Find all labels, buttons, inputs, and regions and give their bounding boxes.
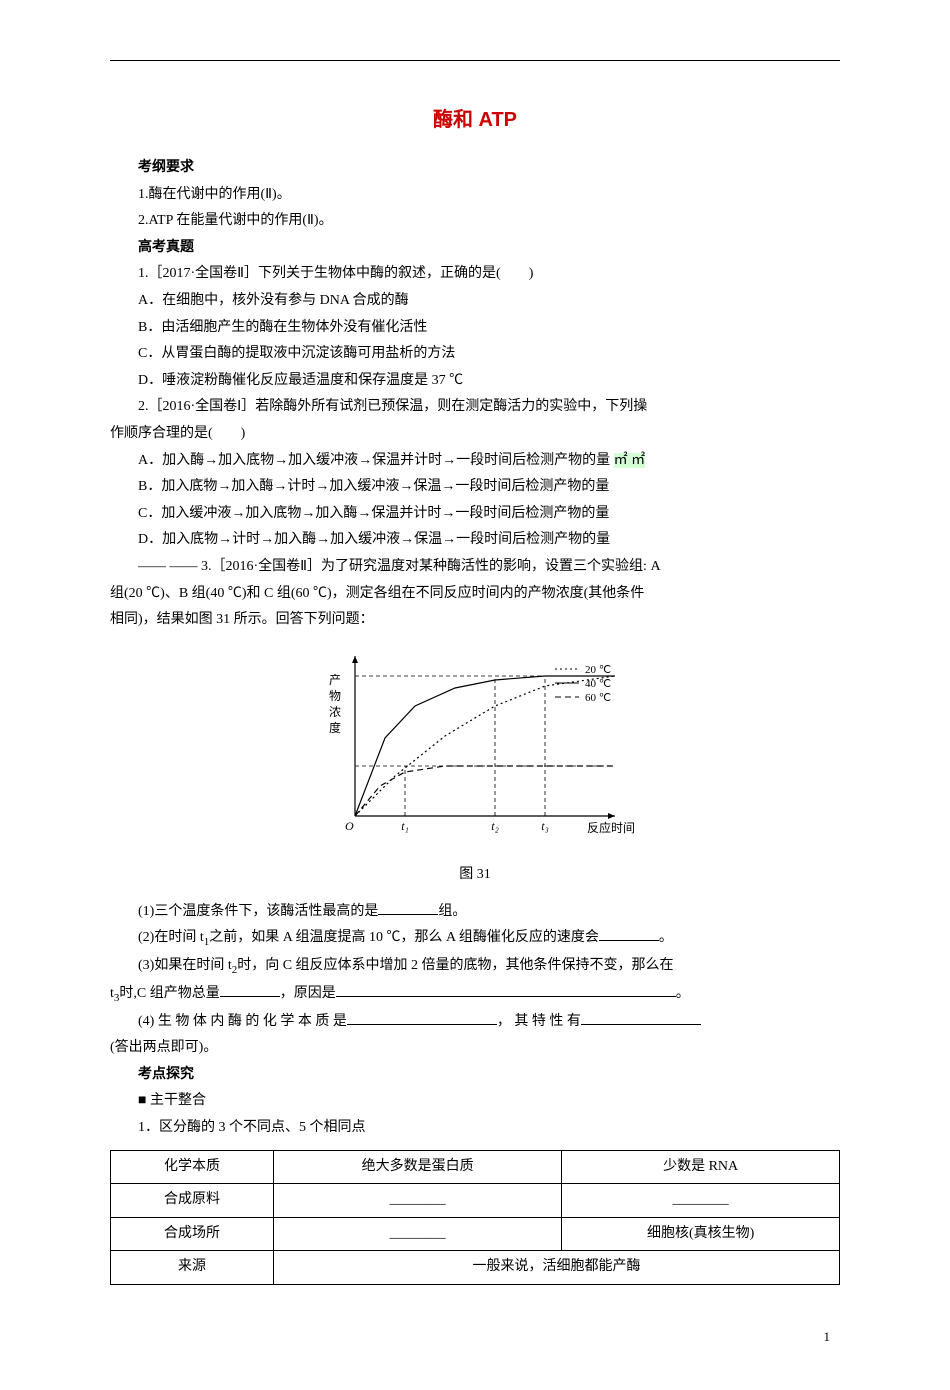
q1-stem: 1.［2017·全国卷Ⅱ］下列关于生物体中酶的叙述，正确的是( ) [110, 261, 840, 288]
q2-a-text: A．加入酶→加入底物→加入缓冲液→保温并计时→一段时间后检测产物的量 [138, 453, 610, 468]
s1b: 组。 [438, 904, 466, 919]
s3e: 。 [676, 986, 690, 1001]
svg-text:60 ℃: 60 ℃ [585, 692, 611, 704]
svg-text:度: 度 [329, 720, 341, 735]
figure-caption: 图 31 [110, 862, 840, 889]
q2-stem-a: 2.［2016·全国卷Ⅰ］若除酶外所有试剂已预保温，则在测定酶活力的实验中，下列… [110, 394, 840, 421]
cell: ________ [274, 1184, 562, 1218]
table-row: 合成场所 ________ 细胞核(真核生物) [111, 1217, 840, 1251]
header-rule [110, 60, 840, 61]
s3a: (3)如果在时间 t [138, 958, 232, 973]
req-2: 2.ATP 在能量代谢中的作用(Ⅱ)。 [110, 208, 840, 235]
s3c-b: 时,C 组产物总量 [119, 986, 219, 1001]
svg-text:40 ℃: 40 ℃ [585, 678, 611, 690]
zhugan: ■ 主干整合 [110, 1088, 840, 1115]
svg-text:浓: 浓 [329, 705, 341, 719]
svg-text:产: 产 [329, 673, 341, 687]
blank-3b [336, 982, 676, 997]
cell: 合成场所 [111, 1217, 274, 1251]
cell: ________ [562, 1184, 840, 1218]
s2b: 之前，如果 A 组温度提高 10 ℃，那么 A 组酶催化反应的速度会 [209, 930, 599, 945]
q2-d: D．加入底物→计时→加入酶→加入缓冲液→保温→一段时间后检测产物的量 [110, 527, 840, 554]
sub-2: (2)在时间 t1之前，如果 A 组温度提高 10 ℃，那么 A 组酶催化反应的… [110, 925, 840, 953]
s4a: (4) 生 物 体 内 酶 的 化 学 本 质 是 [138, 1014, 347, 1029]
table-row: 来源 一般来说，活细胞都能产酶 [111, 1251, 840, 1285]
blank-4a [347, 1010, 497, 1025]
cell: 来源 [111, 1251, 274, 1285]
table-row: 化学本质 绝大多数是蛋白质 少数是 RNA [111, 1150, 840, 1184]
req-1: 1.酶在代谢中的作用(Ⅱ)。 [110, 182, 840, 209]
sub-1: (1)三个温度条件下，该酶活性最高的是 组。 [110, 899, 840, 926]
q1-a: A．在细胞中，核外没有参与 DNA 合成的酶 [110, 288, 840, 315]
svg-text:t₂: t₂ [491, 819, 499, 833]
sub-4c: (答出两点即可)。 [110, 1035, 840, 1062]
svg-text:反应时间: 反应时间 [587, 820, 635, 835]
q3-l2: 组(20 ℃)、B 组(40 ℃)和 C 组(60 ℃)，测定各组在不同反应时间… [110, 581, 840, 608]
q3-l3: 相同)，结果如图 31 所示。回答下列问题： [110, 607, 840, 634]
cell: 绝大多数是蛋白质 [274, 1150, 562, 1184]
q2-a: A．加入酶→加入底物→加入缓冲液→保温并计时→一段时间后检测产物的量 ㎡ ㎡ [110, 448, 840, 475]
svg-text:20 ℃: 20 ℃ [585, 664, 611, 676]
svg-text:O: O [345, 819, 354, 833]
cell: ________ [274, 1217, 562, 1251]
cell: 细胞核(真核生物) [562, 1217, 840, 1251]
q3-l1: —— —— 3.［2016·全国卷Ⅱ］为了研究温度对某种酶活性的影响，设置三个实… [110, 554, 840, 581]
sub-3b: t3时,C 组产物总量，原因是。 [110, 981, 840, 1009]
blank-1 [378, 900, 438, 915]
q2-a-highlight: ㎡ ㎡ [614, 453, 646, 468]
section-gaokao: 高考真题 [110, 235, 840, 262]
q2-stem-b: 作顺序合理的是( ) [110, 421, 840, 448]
page-title: 酶和 ATP [110, 101, 840, 139]
svg-text:t₁: t₁ [401, 819, 409, 833]
q1-b: B．由活细胞产生的酶在生物体外没有催化活性 [110, 315, 840, 342]
s1a: (1)三个温度条件下，该酶活性最高的是 [138, 904, 378, 919]
cell: 化学本质 [111, 1150, 274, 1184]
q2-c: C．加入缓冲液→加入底物→加入酶→保温并计时→一段时间后检测产物的量 [110, 501, 840, 528]
figure-31: 产物浓度反应时间 Ot₁ t₂ t₃ 20 ℃ 40 ℃ 60 ℃ [110, 646, 840, 857]
svg-text:t₃: t₃ [541, 819, 549, 833]
cell: 一般来说，活细胞都能产酶 [274, 1251, 840, 1285]
blank-3a [220, 982, 280, 997]
s2c: 。 [659, 930, 673, 945]
s3d: ，原因是 [280, 986, 336, 1001]
s2a: (2)在时间 t [138, 930, 204, 945]
sub-4: (4) 生 物 体 内 酶 的 化 学 本 质 是 ， 其 特 性 有 [110, 1009, 840, 1036]
item-1: 1．区分酶的 3 个不同点、5 个相同点 [110, 1115, 840, 1142]
sub-3a: (3)如果在时间 t2时，向 C 组反应体系中增加 2 倍量的底物，其他条件保持… [110, 953, 840, 981]
q2-b: B．加入底物→加入酶→计时→加入缓冲液→保温→一段时间后检测产物的量 [110, 474, 840, 501]
page-number: 1 [110, 1325, 840, 1350]
cell: 合成原料 [111, 1184, 274, 1218]
s3b: 时，向 C 组反应体系中增加 2 倍量的底物，其他条件保持不变，那么在 [237, 958, 673, 973]
cell: 少数是 RNA [562, 1150, 840, 1184]
q1-c: C．从胃蛋白酶的提取液中沉淀该酶可用盐析的方法 [110, 341, 840, 368]
svg-text:物: 物 [329, 689, 341, 703]
s4b: ， 其 特 性 有 [497, 1014, 581, 1029]
q1-d: D．唾液淀粉酶催化反应最适温度和保存温度是 37 ℃ [110, 368, 840, 395]
enzyme-table: 化学本质 绝大多数是蛋白质 少数是 RNA 合成原料 ________ ____… [110, 1150, 840, 1285]
table-row: 合成原料 ________ ________ [111, 1184, 840, 1218]
blank-4b [581, 1010, 701, 1025]
enzyme-chart: 产物浓度反应时间 Ot₁ t₂ t₃ 20 ℃ 40 ℃ 60 ℃ [315, 646, 635, 846]
section-kaodian: 考点探究 [110, 1062, 840, 1089]
section-kaogang: 考纲要求 [110, 155, 840, 182]
blank-2 [599, 926, 659, 941]
